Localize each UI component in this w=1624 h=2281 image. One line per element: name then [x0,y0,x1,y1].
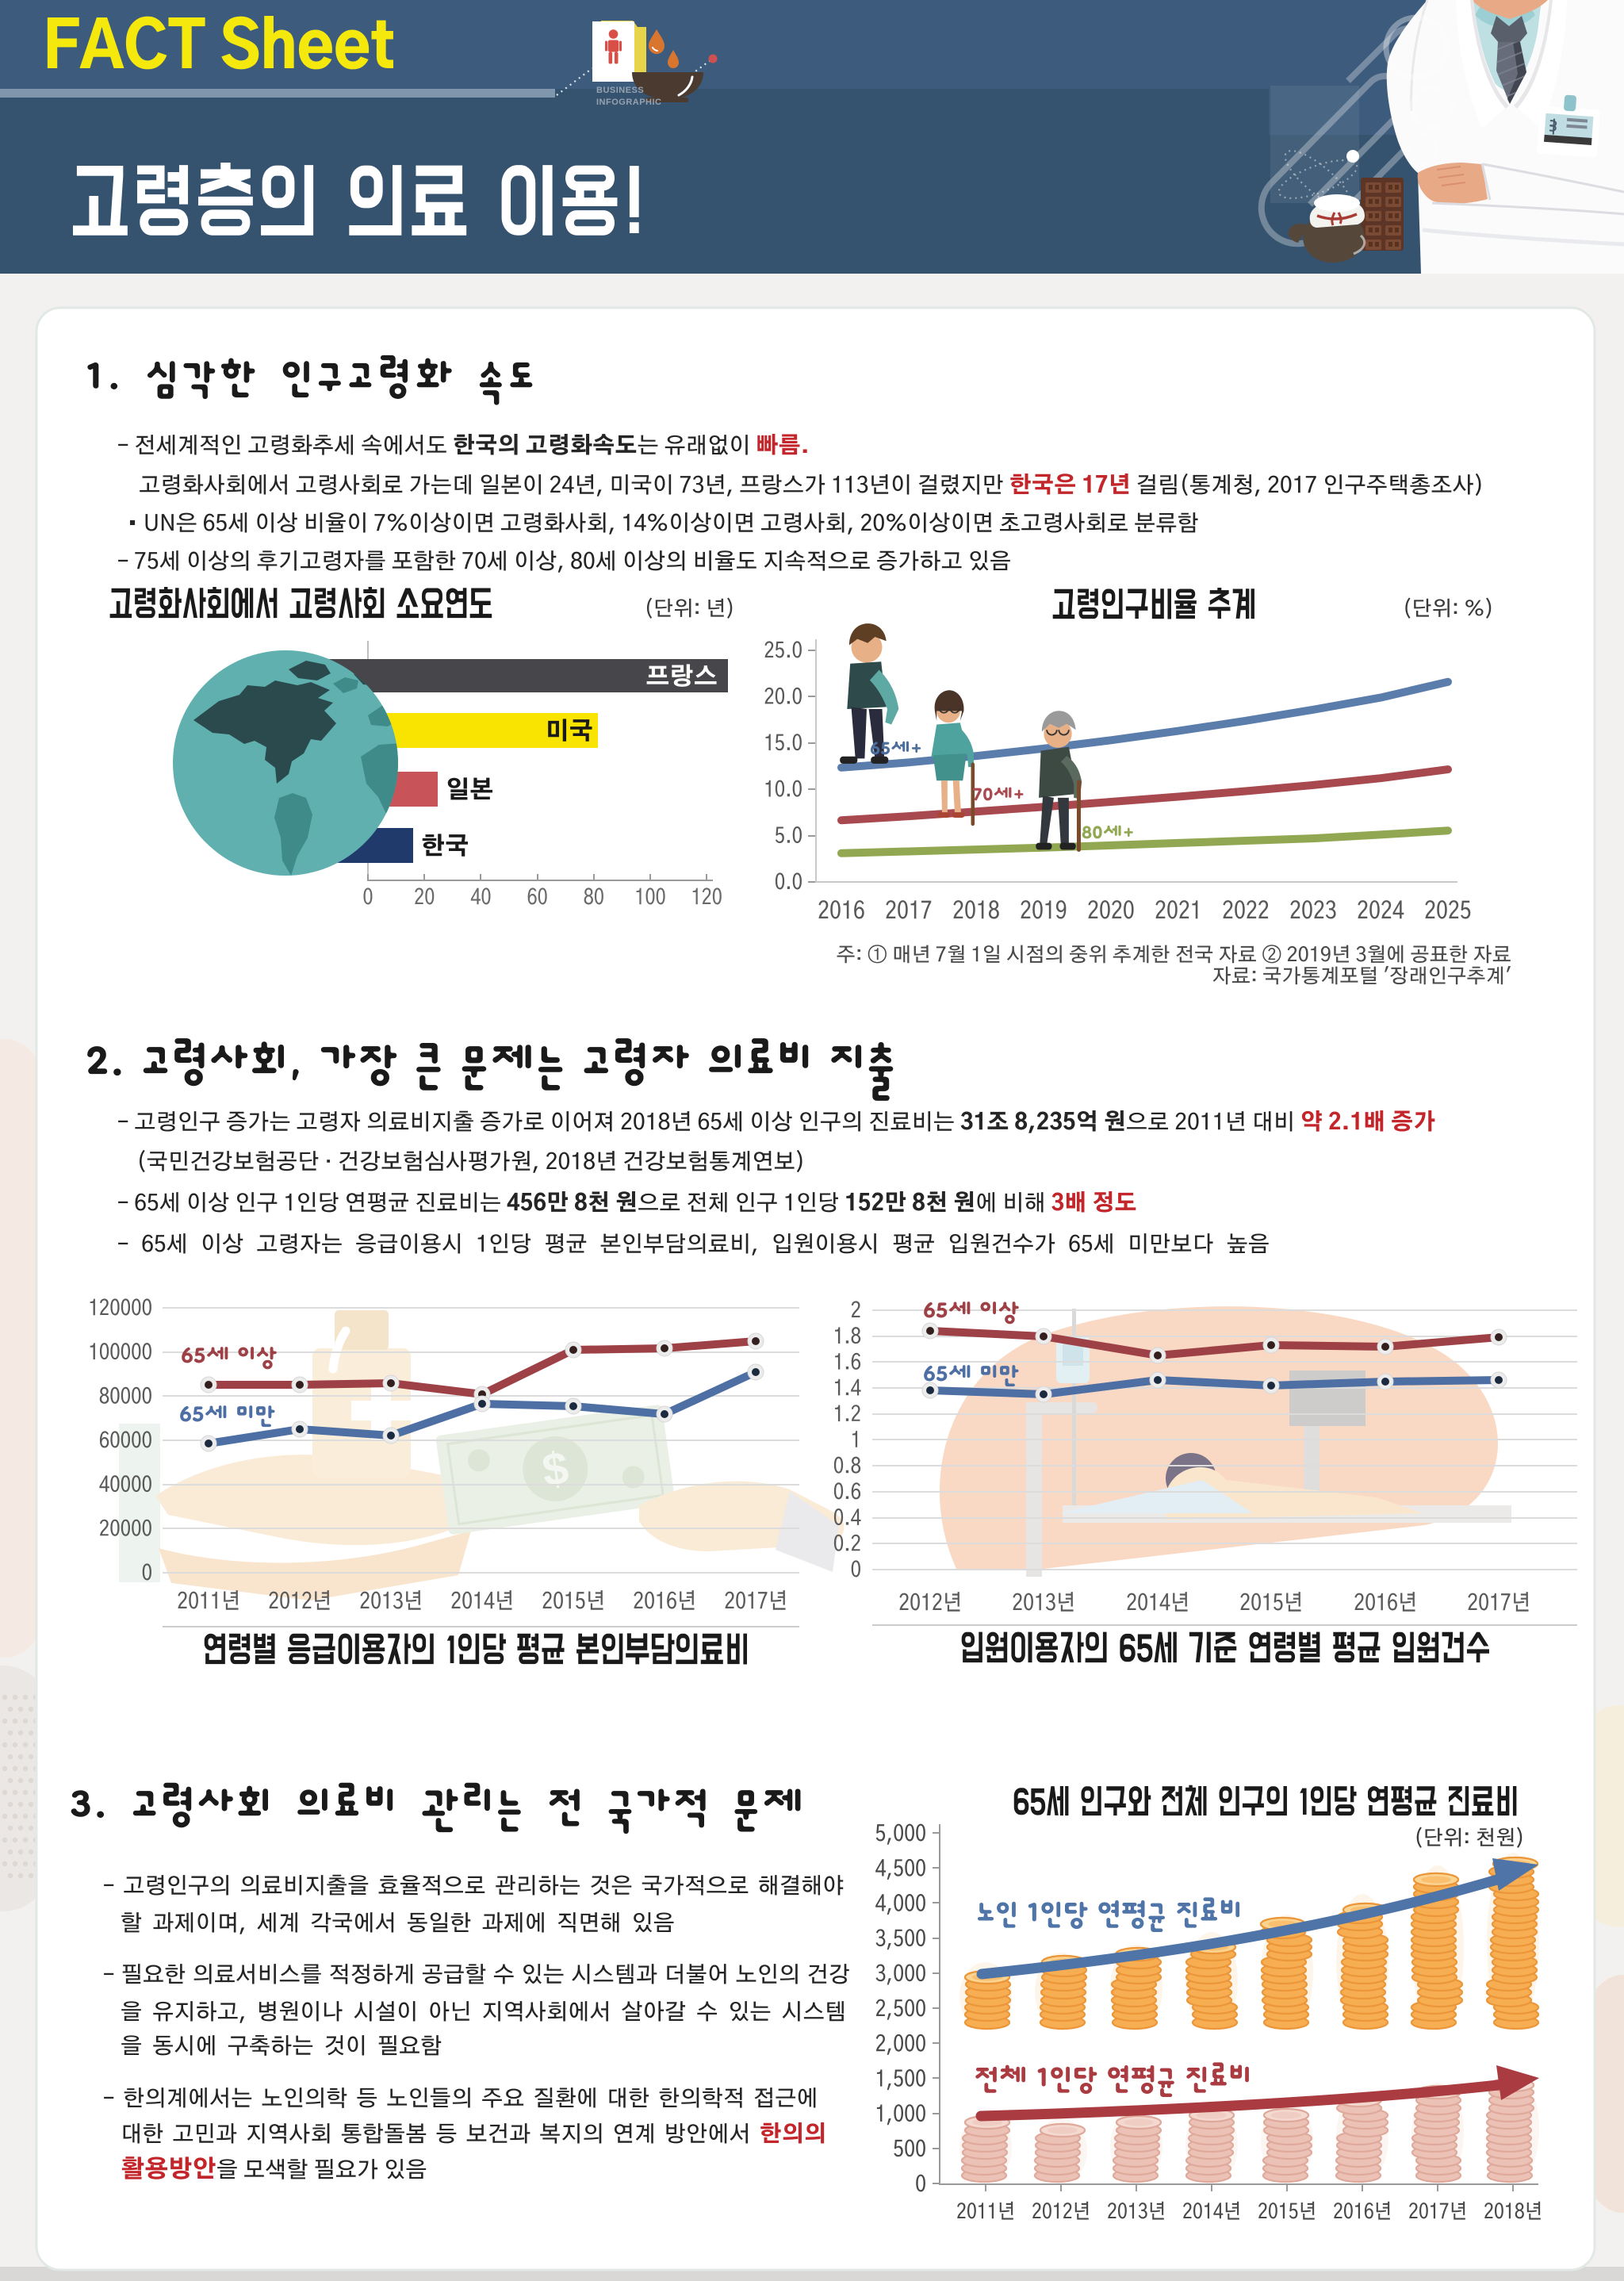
svg-text:INFOGRAPHIC: INFOGRAPHIC [596,98,662,107]
svg-text:BUSINESS: BUSINESS [596,86,644,95]
